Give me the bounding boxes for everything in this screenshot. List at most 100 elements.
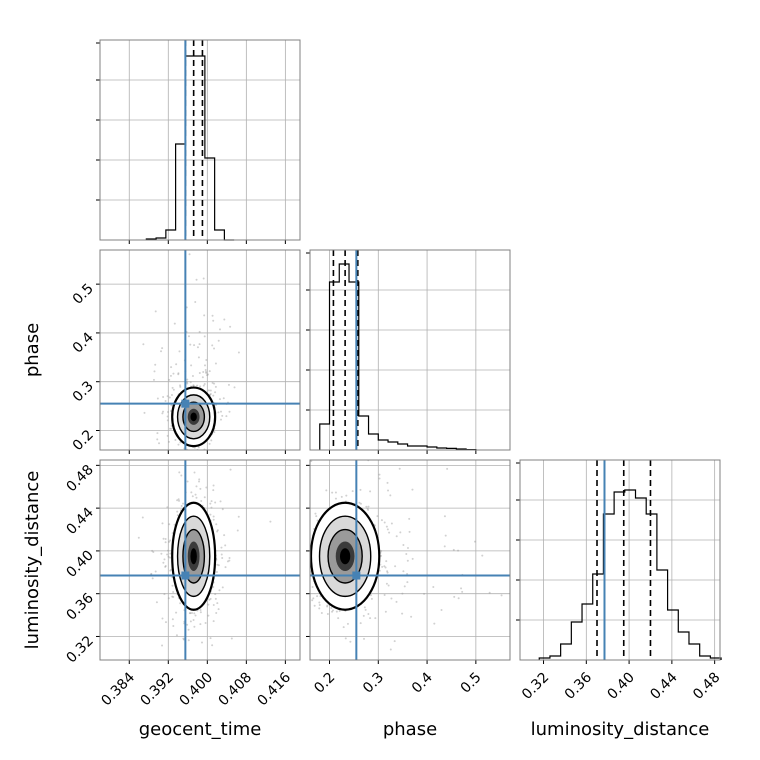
sample-point (156, 397, 159, 400)
sample-point (315, 515, 318, 518)
sample-point (383, 565, 386, 568)
sample-point (411, 557, 414, 560)
sample-point (488, 591, 491, 594)
sample-point (176, 499, 179, 502)
sample-point (194, 614, 197, 617)
sample-point (150, 572, 153, 575)
sample-point (189, 454, 191, 456)
sample-point (221, 508, 224, 511)
sample-point (342, 626, 345, 629)
sample-point (154, 570, 157, 573)
sample-point (164, 565, 167, 568)
sample-point (384, 610, 387, 613)
sample-point (175, 611, 178, 614)
sample-point (331, 610, 334, 613)
sample-point (338, 610, 341, 613)
sample-point (314, 512, 317, 515)
sample-point (179, 385, 182, 388)
sample-point (211, 344, 214, 347)
histogram-geocent_time (145, 55, 235, 241)
sample-point (155, 601, 158, 604)
sample-point (346, 622, 349, 625)
sample-point (187, 639, 190, 642)
sample-point (172, 372, 175, 375)
sample-point (389, 648, 392, 651)
sample-point (205, 374, 208, 377)
sample-point (187, 628, 190, 631)
sample-point (358, 501, 361, 504)
sample-point (164, 399, 167, 402)
xtick-label-geocent_time-0: 0.384 (98, 669, 138, 709)
sample-point (387, 584, 390, 587)
sample-point (208, 442, 211, 445)
sample-point (210, 439, 213, 442)
sample-point (154, 363, 157, 366)
sample-point (387, 489, 390, 492)
sample-point (203, 335, 206, 338)
sample-point (221, 414, 224, 417)
sample-point (178, 471, 181, 474)
sample-point (210, 500, 213, 503)
sample-point (186, 378, 189, 381)
sample-point (168, 540, 171, 543)
sample-point (204, 368, 207, 371)
sample-point (186, 382, 189, 385)
xlabel-phase: phase (383, 719, 437, 740)
xtick-label-geocent_time-1: 0.392 (137, 670, 177, 710)
sample-point (318, 603, 321, 606)
sample-point (191, 495, 194, 498)
sample-point (226, 560, 229, 563)
sample-point (211, 314, 214, 317)
panels-group (96, 39, 722, 664)
sample-point (229, 468, 232, 471)
sample-point (374, 617, 377, 620)
sample-point (363, 606, 366, 609)
sample-point (153, 370, 156, 373)
sample-point (223, 318, 226, 321)
sample-point (213, 431, 216, 434)
ytick-label-phase-1: 0.3 (70, 378, 97, 405)
sample-point (190, 491, 193, 494)
sample-point (403, 585, 406, 588)
sample-point (410, 615, 413, 618)
sample-point (169, 374, 172, 377)
sample-point (211, 644, 214, 647)
sample-point (214, 385, 217, 388)
sample-point (177, 372, 180, 375)
sample-point (318, 607, 321, 610)
sample-point (405, 553, 408, 556)
sample-point (380, 519, 383, 522)
xtick-label-phase-2: 0.4 (409, 669, 436, 696)
sample-point (433, 622, 436, 625)
sample-point (224, 566, 227, 569)
panel-1-1 (306, 249, 511, 454)
sample-point (202, 384, 205, 387)
sample-point (344, 637, 347, 640)
sample-point (161, 644, 164, 647)
sample-point (334, 491, 337, 494)
sample-point (335, 610, 338, 613)
sample-point (166, 395, 169, 398)
sample-point (203, 314, 206, 317)
sample-point (175, 363, 178, 366)
sample-point (195, 496, 198, 499)
sample-point (376, 515, 379, 518)
sample-point (390, 597, 393, 600)
sample-point (386, 481, 389, 484)
sample-point (199, 385, 202, 388)
sample-point (186, 480, 189, 483)
sample-point (176, 514, 179, 517)
sample-point (192, 619, 195, 622)
sample-point (189, 612, 192, 615)
sample-point (369, 490, 372, 493)
sample-point (182, 502, 185, 505)
sample-point (326, 612, 329, 615)
sample-point (214, 391, 217, 394)
xtick-label-geocent_time-3: 0.408 (216, 670, 256, 710)
sample-point (395, 600, 398, 603)
sample-point (369, 617, 372, 620)
sample-point (168, 396, 171, 399)
sample-point (225, 415, 228, 418)
sample-point (320, 611, 323, 614)
